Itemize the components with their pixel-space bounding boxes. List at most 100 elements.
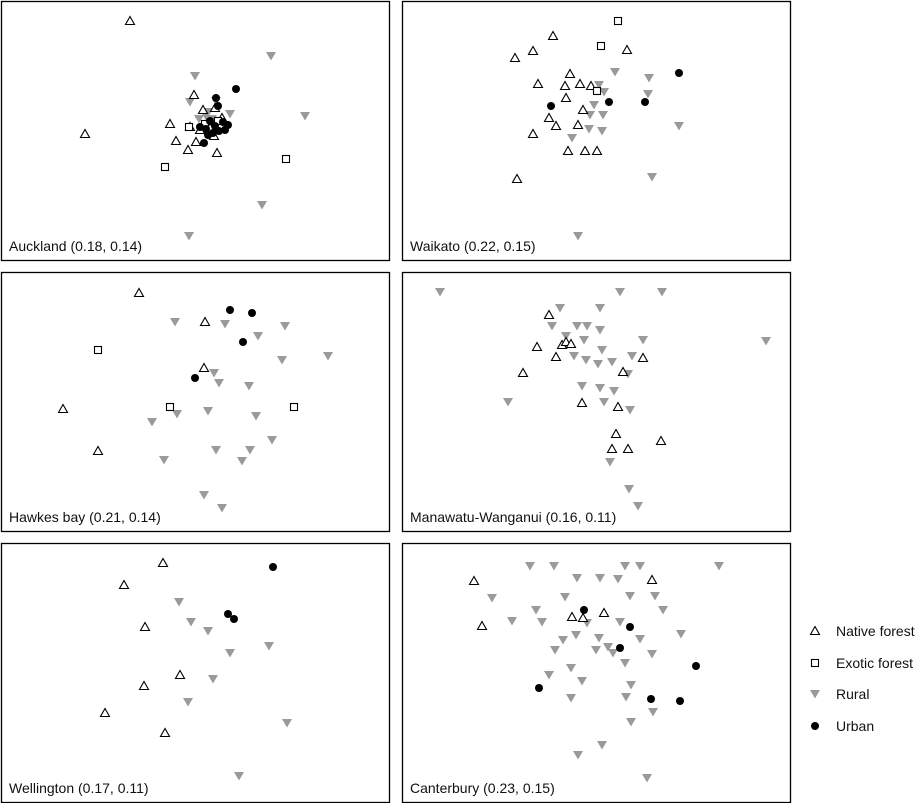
point-native-forest	[199, 316, 211, 327]
point-urban	[647, 695, 655, 703]
point-rural	[190, 72, 200, 81]
legend-label: Exotic forest	[836, 655, 913, 671]
point-native-forest	[211, 147, 223, 158]
point-rural	[203, 627, 213, 636]
point-rural	[714, 562, 724, 571]
point-rural	[567, 134, 577, 143]
series-urban	[535, 606, 700, 705]
point-rural	[595, 326, 605, 335]
point-rural	[608, 649, 618, 658]
point-rural	[658, 606, 668, 615]
point-rural	[650, 592, 660, 601]
point-native-forest	[621, 44, 633, 55]
point-rural	[194, 115, 204, 124]
point-rural	[282, 719, 292, 728]
point-rural	[569, 352, 579, 361]
panel-label: Hawkes bay (0.21, 0.14)	[9, 509, 161, 525]
point-rural	[185, 98, 195, 107]
point-native-forest	[577, 104, 589, 115]
point-rural	[244, 382, 254, 391]
panel-3: Hawkes bay (0.21, 0.14)	[0, 271, 391, 533]
point-native-forest	[543, 309, 555, 320]
point-rural	[266, 52, 276, 61]
point-rural	[584, 125, 594, 134]
panel-label: Auckland (0.18, 0.14)	[9, 238, 142, 254]
legend: Native forest Exotic forest Rural Urban	[809, 623, 915, 734]
point-native-forest	[559, 80, 571, 91]
point-rural	[615, 618, 625, 627]
point-rural	[625, 406, 635, 415]
point-urban	[641, 98, 649, 106]
point-rural	[172, 410, 182, 419]
point-rural	[323, 352, 333, 361]
point-rural	[648, 708, 658, 717]
point-rural	[597, 127, 607, 136]
point-native-forest	[79, 128, 91, 139]
point-native-forest	[543, 112, 555, 123]
point-urban	[230, 615, 238, 623]
series-native-forest	[517, 309, 667, 454]
point-rural	[595, 304, 605, 313]
point-rural	[591, 646, 601, 655]
point-native-forest	[57, 403, 69, 414]
point-rural	[203, 407, 213, 416]
point-rural	[277, 356, 287, 365]
point-native-forest	[139, 621, 151, 632]
legend-item-exotic-forest: Exotic forest	[810, 655, 913, 671]
point-urban	[605, 98, 613, 106]
point-native-forest	[574, 78, 586, 89]
point-urban	[248, 309, 256, 317]
point-native-forest	[560, 92, 572, 103]
point-native-forest	[511, 173, 523, 184]
point-urban	[676, 697, 684, 705]
point-urban	[535, 684, 543, 692]
point-urban	[626, 623, 634, 631]
point-native-forest	[164, 118, 176, 129]
point-rural	[571, 631, 581, 640]
point-urban	[547, 102, 555, 110]
point-urban	[616, 644, 624, 652]
point-rural	[598, 111, 608, 120]
point-urban	[221, 126, 229, 134]
series-native-forest	[468, 574, 658, 631]
point-native-forest	[182, 144, 194, 155]
point-rural	[635, 635, 645, 644]
series-exotic-forest	[93, 345, 299, 412]
point-urban	[215, 127, 223, 135]
point-rural	[626, 681, 636, 690]
point-native-forest	[133, 287, 145, 298]
point-native-forest	[547, 30, 559, 41]
panel-label: Wellington (0.17, 0.11)	[9, 780, 149, 796]
point-rural	[186, 618, 196, 627]
point-native-forest	[622, 443, 634, 454]
point-rural	[621, 693, 631, 702]
point-rural	[211, 446, 221, 455]
point-rural	[599, 398, 609, 407]
point-rural	[435, 288, 445, 297]
point-rural	[566, 694, 576, 703]
series-urban	[547, 69, 683, 110]
point-rural	[267, 436, 277, 445]
legend-label: Native forest	[836, 623, 915, 639]
point-native-forest	[532, 78, 544, 89]
point-rural	[525, 562, 535, 571]
point-native-forest	[646, 574, 658, 585]
point-native-forest	[527, 45, 539, 56]
point-exotic-forest	[596, 41, 606, 51]
point-rural	[589, 101, 599, 110]
point-urban	[232, 85, 240, 93]
panel-frame	[0, 271, 391, 533]
point-native-forest	[159, 727, 171, 738]
point-rural	[638, 336, 648, 345]
panel-4: Manawatu-Wanganui (0.16, 0.11)	[401, 271, 792, 533]
point-rural	[300, 112, 310, 121]
point-urban	[226, 306, 234, 314]
panel-label: Waikato (0.22, 0.15)	[410, 238, 536, 254]
point-urban	[224, 610, 232, 618]
point-rural	[566, 664, 576, 673]
point-rural	[257, 201, 267, 210]
point-native-forest	[612, 401, 624, 412]
point-native-forest	[170, 135, 182, 146]
point-native-forest	[591, 145, 603, 156]
panel-5: Wellington (0.17, 0.11)	[0, 542, 391, 803]
